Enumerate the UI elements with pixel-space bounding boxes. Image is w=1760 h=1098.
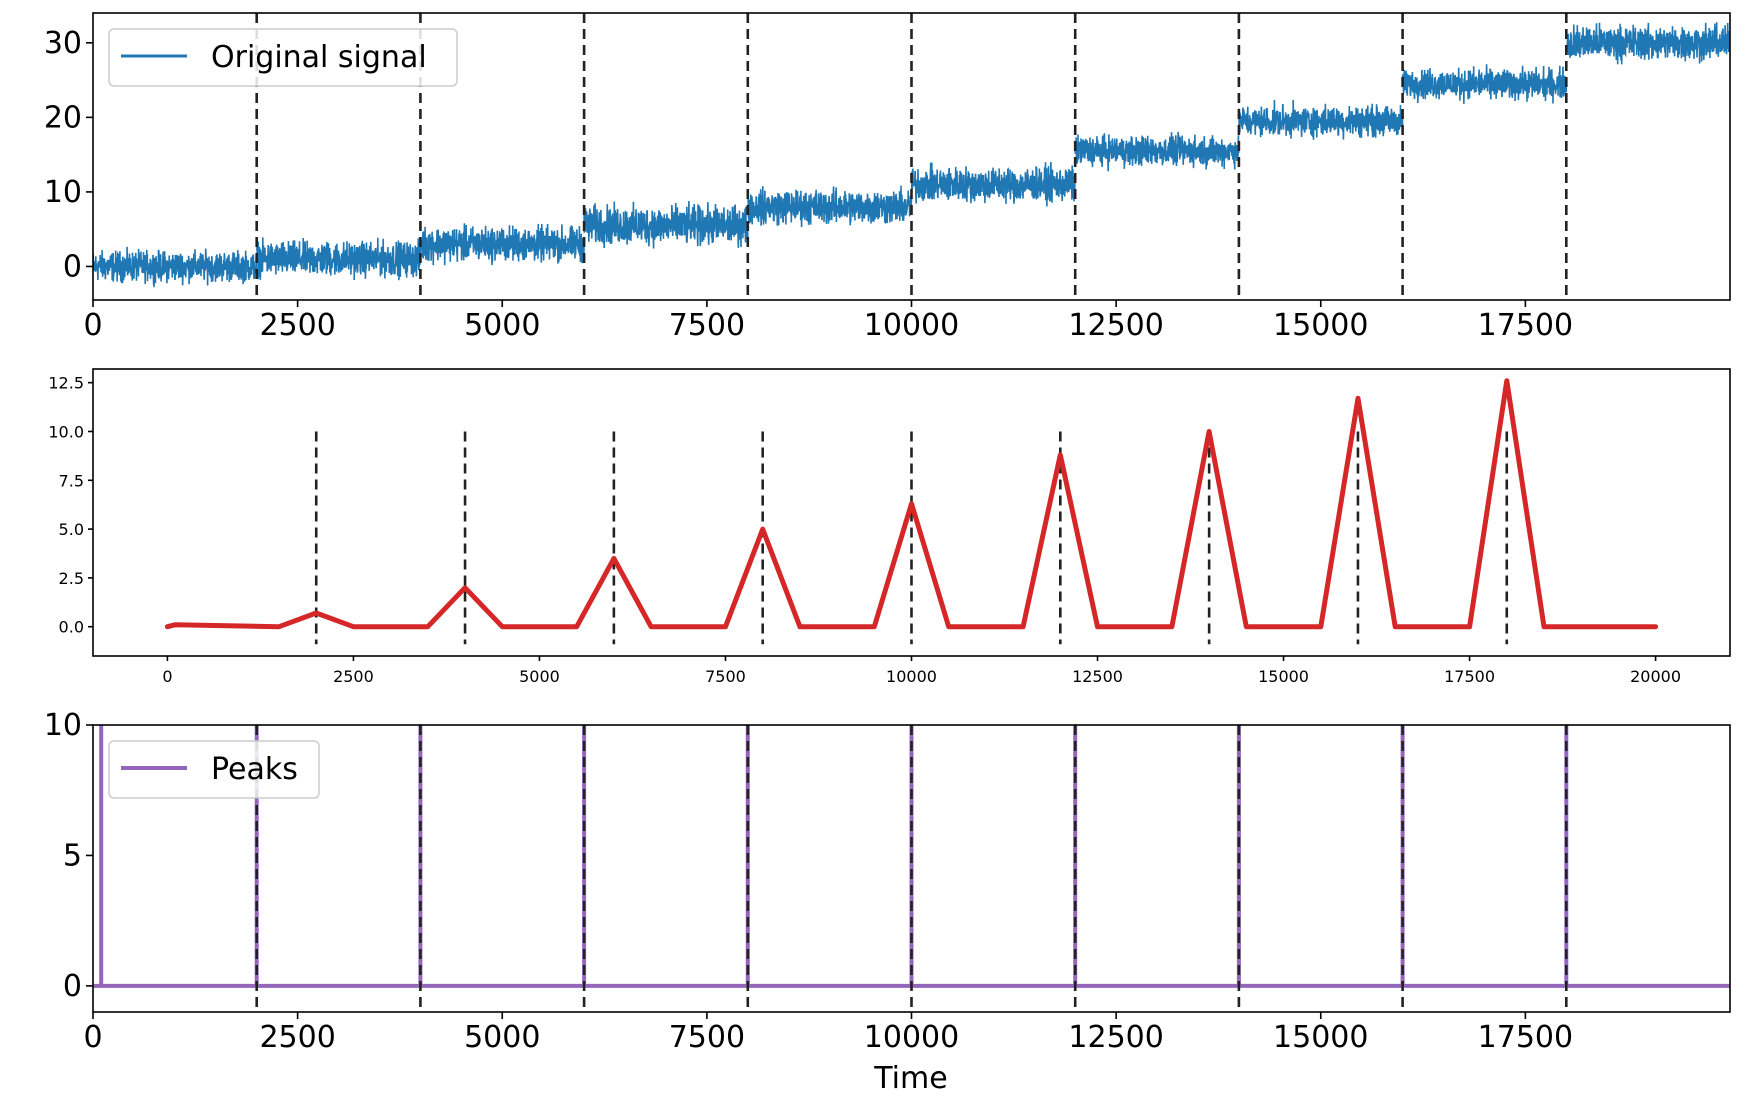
x-tick-label: 5000 — [464, 308, 540, 343]
legend-box — [108, 28, 458, 87]
axis-ticks: 0 2500 5000 7500 10000 12500 15000 17500 20000 0.… — [48, 374, 1681, 686]
y-tick-label: 5.0 — [59, 520, 84, 539]
x-tick-label: 5000 — [464, 1020, 540, 1055]
signal-segment — [1238, 99, 1404, 140]
y-tick-label: 10.0 — [48, 422, 84, 441]
signal-segment — [1074, 131, 1240, 172]
x-tick-label: 7500 — [705, 667, 746, 686]
x-tick-label: 2500 — [333, 667, 374, 686]
signal-segment — [910, 161, 1076, 207]
y-tick-label: 10 — [44, 175, 82, 210]
y-tick-label: 12.5 — [48, 374, 84, 393]
legend-label: Original signal — [211, 40, 427, 75]
legend: Peaks — [108, 740, 320, 799]
x-tick-label: 17500 — [1478, 308, 1573, 343]
y-tick-label: 0.0 — [59, 618, 84, 637]
panel-peaks: 0 2500 5000 7500 10000 12500 15000 17500 0 5 10 Pe… — [44, 708, 1731, 1096]
x-tick-label: 12500 — [1072, 667, 1123, 686]
x-tick-label: 7500 — [669, 308, 745, 343]
original-signal-series — [93, 22, 1730, 288]
signal-segment — [419, 223, 585, 266]
x-tick-label: 17500 — [1478, 1020, 1573, 1055]
x-tick-label: 5000 — [519, 667, 560, 686]
signal-segment — [1565, 22, 1730, 65]
x-tick-label: 10000 — [886, 667, 937, 686]
axis-ticks: 0 2500 5000 7500 10000 12500 15000 17500 0 10 20 30 — [44, 26, 1573, 343]
y-tick-label: 0 — [63, 249, 82, 284]
x-tick-label: 15000 — [1273, 1020, 1368, 1055]
y-tick-label: 7.5 — [59, 471, 84, 490]
y-tick-label: 10 — [44, 708, 82, 743]
legend-box — [108, 740, 320, 799]
y-tick-label: 5 — [63, 838, 82, 873]
x-tick-label: 10000 — [864, 1020, 959, 1055]
signal-segment — [1401, 64, 1568, 104]
panel-original-signal: 0 2500 5000 7500 10000 12500 15000 17500 0 10 20 30… — [44, 12, 1731, 343]
legend-label: Peaks — [211, 752, 298, 787]
legend: Original signal — [108, 28, 458, 87]
y-tick-label: 30 — [44, 26, 82, 61]
x-tick-label: 15000 — [1258, 667, 1309, 686]
changepoint-lines — [314, 431, 1509, 645]
y-tick-label: 0 — [63, 969, 82, 1004]
score-line — [164, 378, 1659, 630]
axis-ticks: 0 2500 5000 7500 10000 12500 15000 17500 0 5 10 — [44, 708, 1573, 1055]
x-tick-label: 0 — [83, 308, 102, 343]
x-tick-label: 10000 — [864, 308, 959, 343]
x-tick-label: 7500 — [669, 1020, 745, 1055]
y-tick-label: 20 — [44, 100, 82, 135]
x-tick-label: 15000 — [1273, 308, 1368, 343]
x-tick-label: 0 — [162, 667, 172, 686]
x-tick-label: 12500 — [1068, 308, 1163, 343]
panel-score: 0 2500 5000 7500 10000 12500 15000 17500 20000 0.… — [48, 368, 1731, 686]
signal-segment — [583, 200, 749, 249]
x-tick-label: 12500 — [1068, 1020, 1163, 1055]
y-tick-label: 2.5 — [59, 569, 84, 588]
x-tick-label: 20000 — [1630, 667, 1681, 686]
x-tick-label: 2500 — [259, 308, 335, 343]
signal-segment — [255, 237, 422, 281]
signal-segment — [93, 246, 258, 288]
x-tick-label: 2500 — [259, 1020, 335, 1055]
x-tick-label: 17500 — [1444, 667, 1495, 686]
x-tick-label: 0 — [83, 1020, 102, 1055]
signal-segment — [747, 185, 913, 228]
x-axis-label: Time — [873, 1061, 947, 1096]
